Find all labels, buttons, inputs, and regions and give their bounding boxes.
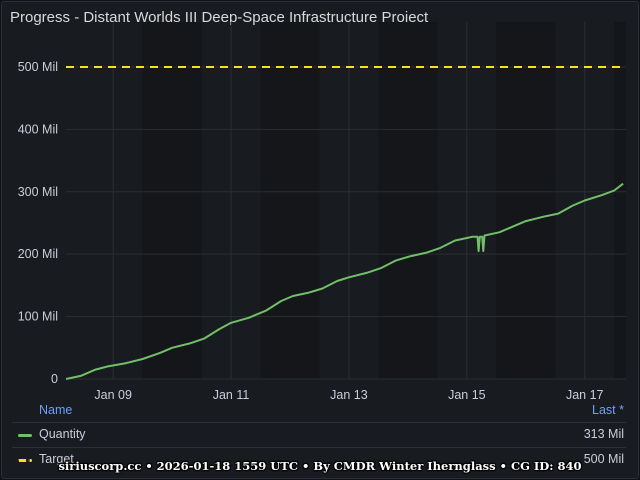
time-band [378,22,438,379]
y-tick-label: 100 Mil [18,310,58,324]
legend-series-last: 313 Mil [583,427,624,441]
y-tick-label: 400 Mil [18,122,58,136]
legend-header-name[interactable]: Name [39,403,73,417]
time-band [260,22,320,379]
legend-series-name[interactable]: Target [39,452,74,466]
legend-row-target[interactable]: Target 500 Mil [12,447,626,472]
legend-series-name[interactable]: Quantity [39,427,86,441]
time-band [496,22,556,379]
y-tick-label: 0 [51,372,58,386]
x-tick-label: Jan 15 [448,388,486,402]
panel-title[interactable]: Progress - Distant Worlds III Deep-Space… [10,9,429,26]
quantity-swatch-icon [18,434,32,437]
x-tick-label: Jan 17 [566,388,604,402]
y-tick-label: 500 Mil [18,60,58,74]
x-tick-label: Jan 11 [213,388,250,402]
legend-table: Name Last * Quantity 313 Mil Target 500 … [2,400,638,472]
target-swatch-icon [18,459,32,462]
y-tick-label: 300 Mil [18,185,58,199]
legend-series-last: 500 Mil [583,452,624,466]
x-tick-label: Jan 09 [94,388,132,402]
series-line-quantity [65,182,624,380]
legend-row-quantity[interactable]: Quantity 313 Mil [12,422,626,447]
time-band [614,22,626,379]
footer-watermark: siriuscorp.cc • 2026-01-18 1559 UTC • By… [58,459,582,473]
legend-header-last[interactable]: Last * [592,403,624,417]
legend-header: Name Last * [2,400,638,422]
progress-chart[interactable]: 0 100 Mil 200 Mil 300 Mil 400 Mil 500 Mil Jan … [2,2,638,402]
y-tick-label: 200 Mil [18,247,58,261]
time-band [142,22,202,379]
x-tick-label: Jan 13 [330,388,368,402]
